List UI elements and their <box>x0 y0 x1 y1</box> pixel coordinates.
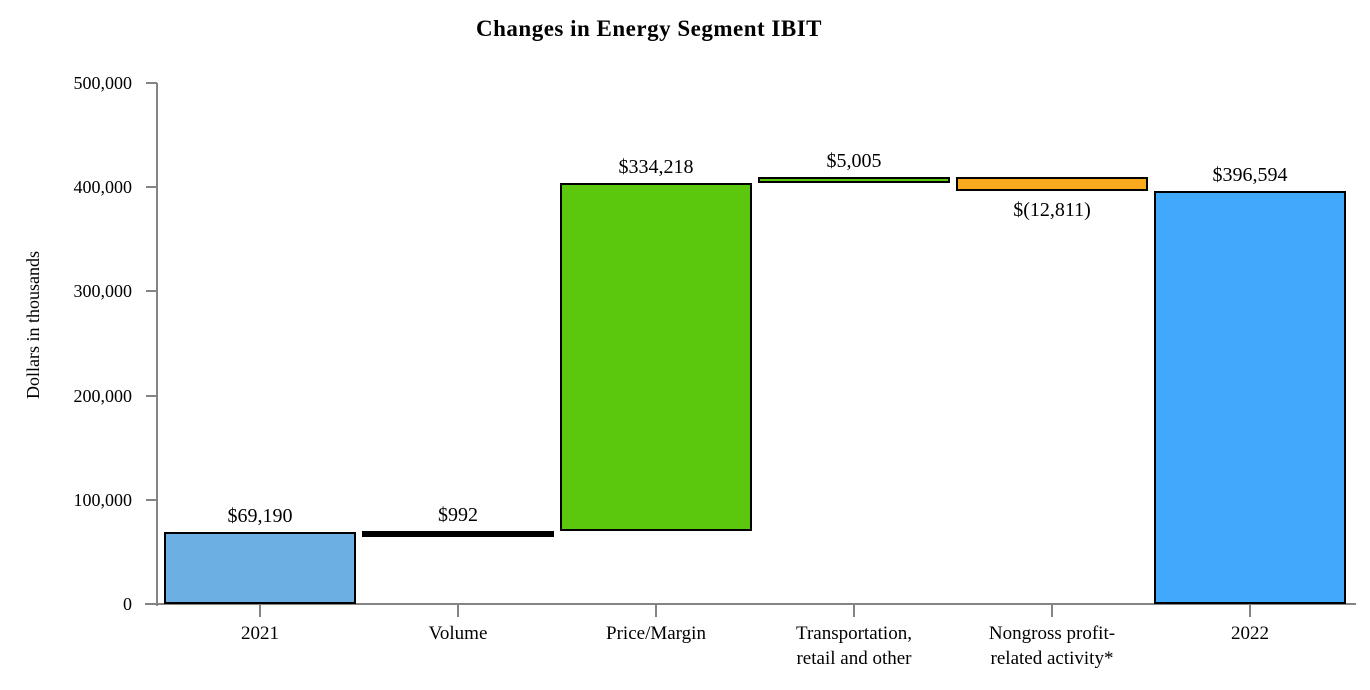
y-axis-tick <box>146 394 157 397</box>
y-axis-label: Dollars in thousands <box>23 251 43 399</box>
category-label-line: Transportation, <box>796 623 912 644</box>
bar-value-label: $69,190 <box>227 504 293 527</box>
y-axis-tick <box>146 290 157 293</box>
category-label-line: Volume <box>428 623 488 644</box>
x-axis-tick <box>1249 605 1251 617</box>
category-label-line: 2021 <box>241 623 279 644</box>
x-axis-line <box>145 603 1356 605</box>
bar-price-margin <box>560 182 752 531</box>
x-axis-tick <box>655 605 657 617</box>
chart-title: Changes in Energy Segment IBIT <box>476 16 822 41</box>
category-label-line: related activity* <box>990 648 1114 669</box>
category-label-line: 2022 <box>1231 623 1269 644</box>
bar-volume <box>362 530 554 537</box>
category-label-line: Nongross profit- <box>988 623 1116 644</box>
x-axis-tick <box>259 605 261 617</box>
y-tick-label: 300,000 <box>73 281 133 302</box>
category-label: Transportation, retail and other <box>738 621 970 671</box>
y-tick-label: 100,000 <box>73 489 133 510</box>
bar-2021 <box>164 531 356 604</box>
x-axis-tick <box>457 605 459 617</box>
bar-value-label: $396,594 <box>1212 163 1288 186</box>
x-axis-tick <box>1051 605 1053 617</box>
bar-transportation-retail-and-other <box>758 177 950 184</box>
x-axis-tick <box>853 605 855 617</box>
y-axis-tick <box>146 498 157 501</box>
bar-value-label: $992 <box>438 503 478 526</box>
category-label: 2021 <box>144 621 376 646</box>
category-label: 2022 <box>1134 621 1366 646</box>
y-axis-line <box>156 83 158 606</box>
y-axis-tick <box>146 82 157 84</box>
y-tick-label: 400,000 <box>73 177 133 198</box>
category-label: Price/Margin <box>540 621 772 646</box>
bar-2022 <box>1154 190 1346 604</box>
y-tick-label: 500,000 <box>73 73 133 93</box>
y-axis-tick <box>146 603 157 605</box>
y-tick-label: 200,000 <box>73 385 133 406</box>
bar-value-label: $334,218 <box>618 155 694 178</box>
bar-value-label: $(12,811) <box>1013 198 1091 221</box>
y-tick-label: 0 <box>123 594 132 614</box>
category-label-line: Price/Margin <box>606 623 706 644</box>
bar-value-label: $5,005 <box>826 150 882 173</box>
y-axis-tick <box>146 186 157 189</box>
bar-nongross-profit-related-activity- <box>956 177 1148 191</box>
category-label: Volume <box>342 621 574 646</box>
category-label: Nongross profit-related activity* <box>936 621 1168 671</box>
category-label-line: retail and other <box>796 648 912 669</box>
